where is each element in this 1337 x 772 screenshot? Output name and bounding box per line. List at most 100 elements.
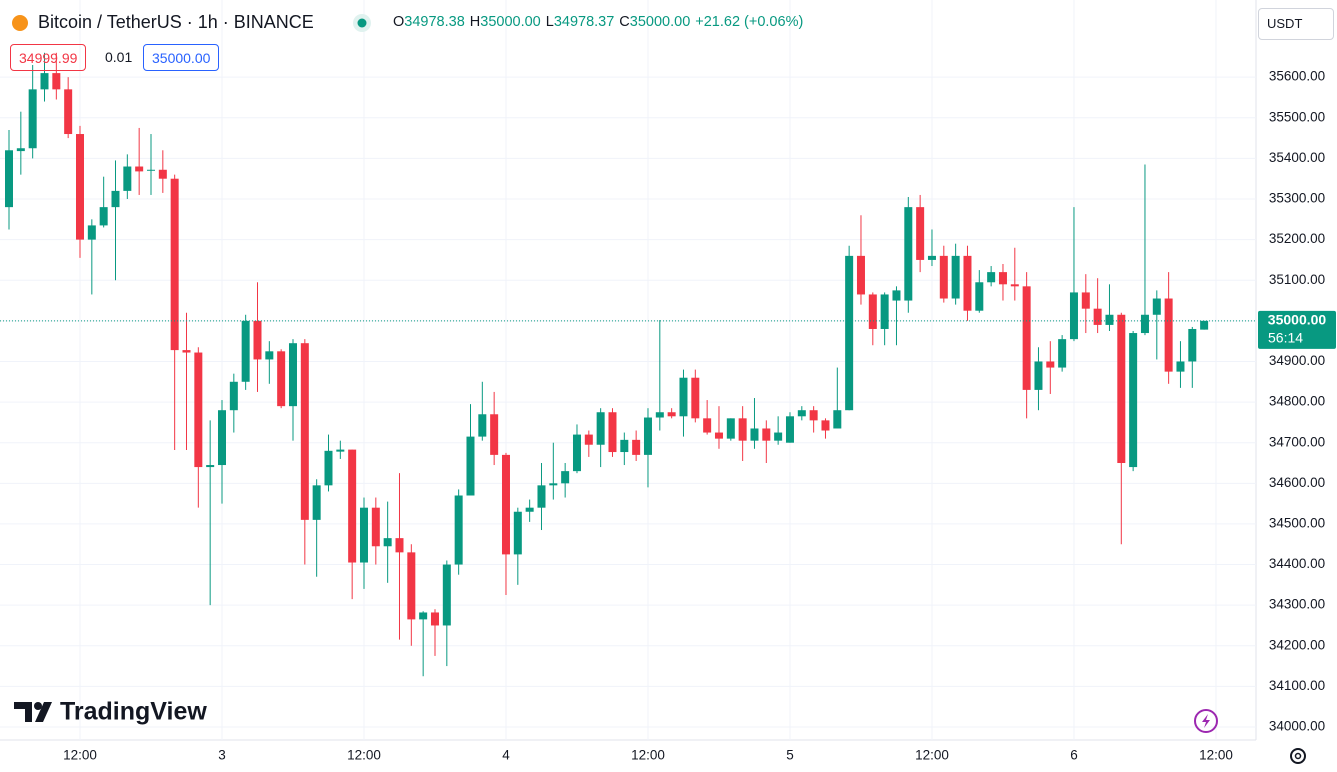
candle-body xyxy=(490,414,499,455)
y-tick-label: 34300.00 xyxy=(1269,597,1325,612)
y-tick-label: 35400.00 xyxy=(1269,150,1325,165)
x-tick-label: 6 xyxy=(1070,748,1078,763)
candle-body xyxy=(217,410,226,466)
x-tick-label: 12:00 xyxy=(1199,748,1233,763)
candle-body xyxy=(809,410,818,421)
y-tick-label: 34900.00 xyxy=(1269,353,1325,368)
candle-body xyxy=(821,420,830,431)
settings-icon[interactable] xyxy=(1290,748,1306,764)
candle-body xyxy=(750,428,759,441)
ohlc-value: 35000.00 xyxy=(480,14,541,30)
bid-button[interactable]: 34999.99 xyxy=(10,44,87,71)
candle-body xyxy=(1200,320,1209,330)
candle-body xyxy=(738,418,747,441)
candle-body xyxy=(549,483,558,486)
alert-icon[interactable] xyxy=(1194,709,1218,733)
candle-body xyxy=(1081,292,1090,309)
symbol-title[interactable]: Bitcoin / TetherUS · 1h · BINANCE xyxy=(38,12,314,32)
candle-body xyxy=(525,507,534,512)
candle-body xyxy=(655,412,664,418)
candle-body xyxy=(975,282,984,311)
candle-body xyxy=(987,272,996,283)
candle-body xyxy=(442,564,451,626)
candle-body xyxy=(868,294,877,329)
ohlc-legend: O34978.38 H35000.00 L34978.37 C35000.00 +21.… xyxy=(393,14,803,30)
candle-body xyxy=(241,320,250,382)
candle-body xyxy=(478,414,487,437)
x-tick-label: 5 xyxy=(786,748,794,763)
candle-body xyxy=(927,255,936,260)
spread: 0.01 xyxy=(105,49,133,65)
y-tick-label: 34400.00 xyxy=(1269,556,1325,571)
candle-body xyxy=(1117,314,1126,464)
y-tick-label: 35300.00 xyxy=(1269,191,1325,206)
candle-body xyxy=(726,418,735,439)
x-tick-label: 12:00 xyxy=(347,748,381,763)
ohlc-key: L xyxy=(545,14,554,30)
candle-body xyxy=(16,148,25,152)
candle-body xyxy=(880,294,889,329)
logo-text: TradingView xyxy=(60,698,207,726)
candle-body xyxy=(111,190,120,208)
y-tick-label: 34800.00 xyxy=(1269,394,1325,409)
candle-body xyxy=(703,418,712,433)
candle-body xyxy=(1188,328,1197,362)
candle-body xyxy=(1069,292,1078,340)
candle-body xyxy=(537,485,546,508)
ask-button[interactable]: 35000.00 xyxy=(143,44,220,71)
candle-body xyxy=(146,169,155,171)
candle-body xyxy=(679,377,688,417)
candle-body xyxy=(430,612,439,626)
candle-body xyxy=(1058,339,1067,368)
candle-body xyxy=(1046,361,1055,368)
candle-body xyxy=(64,89,73,135)
candle-body xyxy=(833,410,842,429)
candle-body xyxy=(501,454,510,555)
btc-icon xyxy=(12,15,28,31)
candle-body xyxy=(939,255,948,299)
candle-body xyxy=(904,207,913,301)
ohlc-key: O xyxy=(393,14,405,30)
candle-body xyxy=(1022,286,1031,390)
candle-body xyxy=(998,272,1007,285)
status-dot xyxy=(357,18,367,28)
candle-body xyxy=(691,377,700,419)
y-tick-label: 34700.00 xyxy=(1269,434,1325,449)
candle-body xyxy=(845,255,854,411)
candle-body xyxy=(123,166,132,191)
candle-body xyxy=(1010,284,1019,287)
candle-body xyxy=(1164,298,1173,372)
last-price-label: 35000.00 xyxy=(1268,312,1327,328)
candle-body xyxy=(75,134,84,240)
candle-body xyxy=(454,495,463,565)
ohlc-change: +21.62 (+0.06%) xyxy=(695,14,804,30)
candle-body xyxy=(643,417,652,455)
candle-body xyxy=(797,410,806,417)
candle-body xyxy=(206,465,215,468)
grid xyxy=(0,0,1256,740)
candle-body xyxy=(52,73,61,90)
ohlc-value: 34978.38 xyxy=(404,14,465,30)
candle-body xyxy=(158,169,167,179)
y-tick-label: 35600.00 xyxy=(1269,69,1325,84)
candle-body xyxy=(383,538,392,547)
ohlc-key: C xyxy=(619,14,630,30)
candle-body xyxy=(312,485,321,520)
currency-select[interactable]: USDT xyxy=(1258,8,1334,40)
y-tick-label: 34600.00 xyxy=(1269,475,1325,490)
candle-body xyxy=(194,352,203,468)
candle-body xyxy=(632,439,641,455)
last-price-box xyxy=(1258,310,1336,349)
candle-body xyxy=(608,412,617,453)
y-tick-label: 34200.00 xyxy=(1269,637,1325,652)
ohlc-value: 35000.00 xyxy=(629,14,691,30)
candle-body xyxy=(667,412,676,417)
candle-body xyxy=(513,511,522,555)
candle-body xyxy=(714,432,723,439)
candle-body xyxy=(300,343,309,520)
axis-labels: 34000.00 34100.00 34200.00 34300.00 34400.00… xyxy=(63,69,1336,763)
candle-body xyxy=(407,552,416,620)
candle-body xyxy=(1105,314,1114,325)
